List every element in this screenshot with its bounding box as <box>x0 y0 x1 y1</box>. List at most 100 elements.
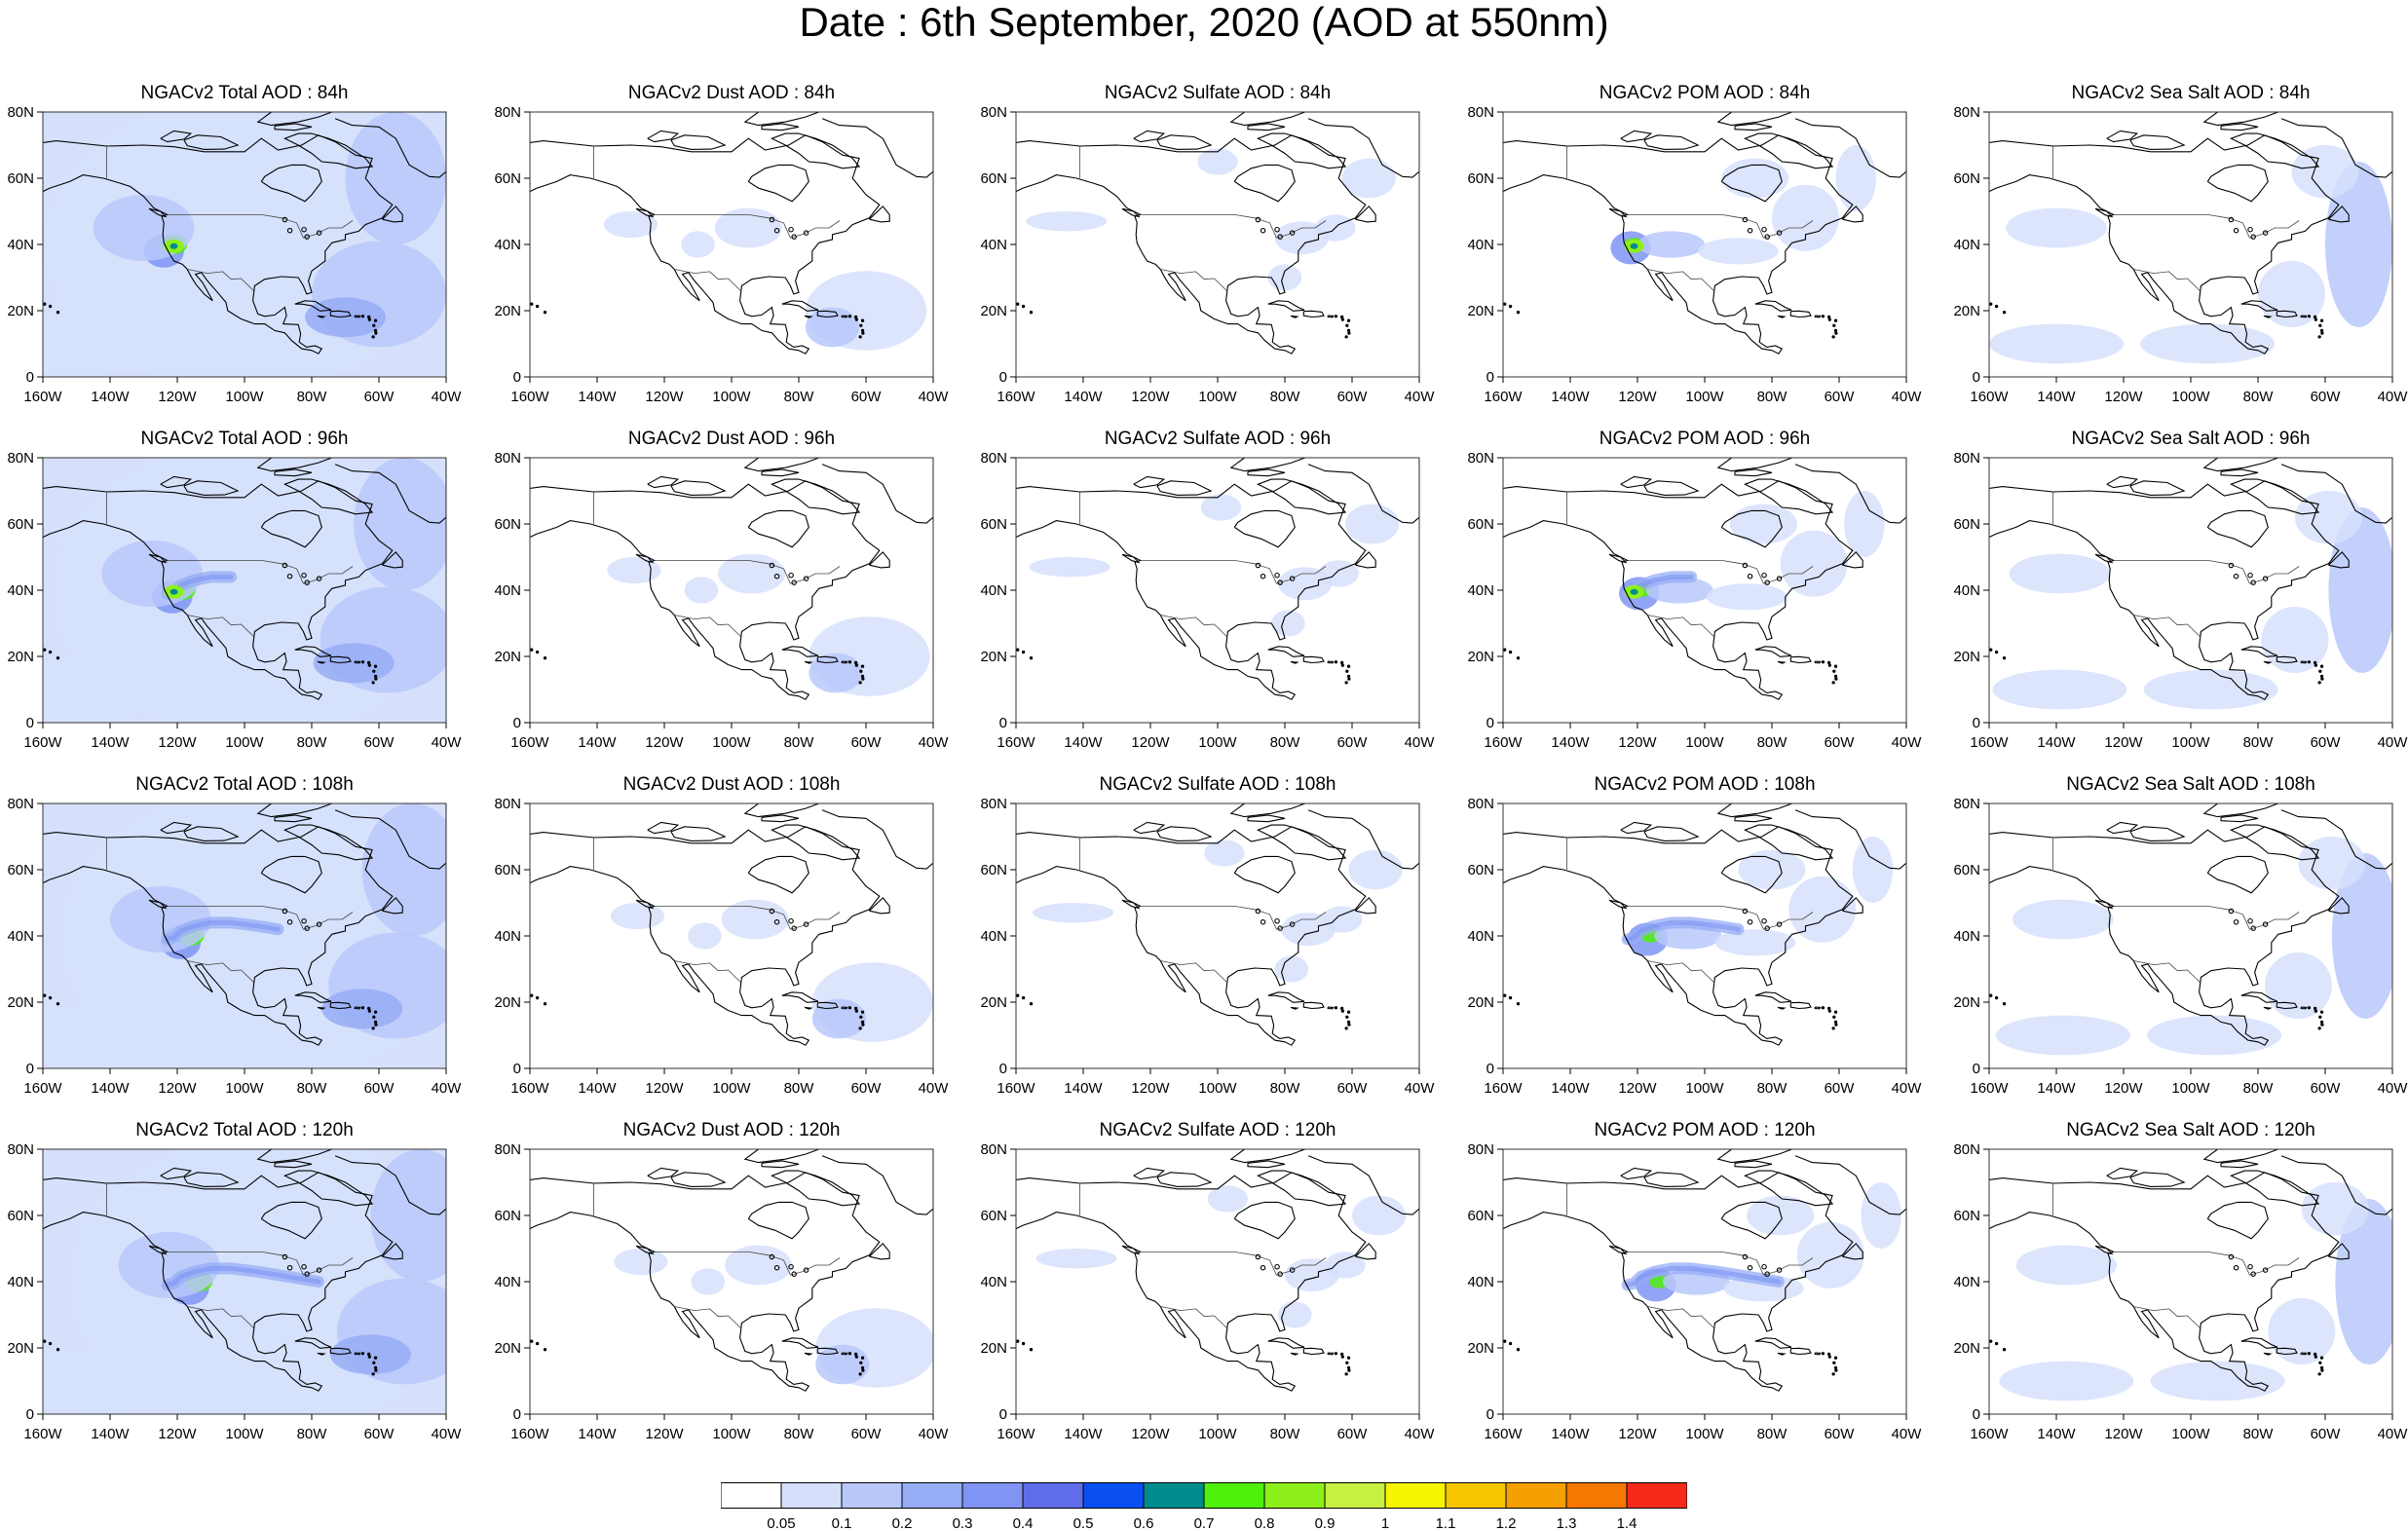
island <box>2319 328 2324 333</box>
coastline <box>1016 134 1367 355</box>
lake <box>803 576 809 581</box>
lon-tick-label: 100W <box>1198 1426 1237 1442</box>
coastline <box>2106 475 2139 489</box>
aod-region <box>815 1344 870 1385</box>
us-canada-border <box>654 559 841 584</box>
lon-tick-label: 100W <box>712 1080 751 1097</box>
island <box>372 323 376 327</box>
island <box>1833 664 1838 668</box>
coastline <box>1842 551 1863 569</box>
map-plot: 80N 60N 40N 20N 0 160W 140W 120W 100W 80W 60W 40W <box>7 1141 462 1442</box>
lon-tick-label: 100W <box>712 734 751 751</box>
lon-tick-label: 160W <box>1970 1426 2009 1442</box>
island <box>1346 1020 1351 1025</box>
coastline <box>530 1172 881 1392</box>
coastline <box>530 134 881 355</box>
coastline <box>1156 1172 1213 1187</box>
island <box>367 663 371 667</box>
aod-region <box>1706 583 1787 611</box>
island <box>543 656 547 660</box>
coastline <box>1620 1167 1653 1180</box>
island <box>2307 660 2312 664</box>
lon-tick-label: 100W <box>1685 734 1724 751</box>
lon-tick-label: 60W <box>1825 389 1856 405</box>
island <box>1347 1023 1351 1027</box>
coastline <box>148 207 168 218</box>
coastline <box>294 646 332 657</box>
coastline <box>183 134 240 150</box>
island <box>1834 1368 1838 1372</box>
island <box>861 1023 865 1027</box>
island <box>1334 1006 1338 1010</box>
coastline <box>317 1352 326 1356</box>
lon-tick-label: 80W <box>297 1426 328 1442</box>
lat-tick-label: 40N <box>494 1274 521 1290</box>
panel-title: NGACv2 Sea Salt AOD : 108h <box>2066 774 2315 795</box>
coastline <box>148 899 168 910</box>
coastline <box>743 1149 819 1164</box>
lon-tick-label: 160W <box>1970 734 2009 751</box>
lake <box>316 576 322 581</box>
coastline <box>2240 991 2278 1003</box>
lake <box>2262 1267 2269 1273</box>
lake <box>316 230 322 236</box>
coastline <box>869 1243 890 1260</box>
coastline <box>2328 551 2350 569</box>
coastline <box>1620 130 1653 143</box>
lake <box>1761 572 1767 579</box>
aod-field <box>1995 837 2392 1056</box>
aod-region <box>811 998 866 1039</box>
panel-title: NGACv2 Sulfate AOD : 96h <box>1104 429 1332 449</box>
coastline <box>1267 991 1305 1003</box>
island <box>2313 315 2317 319</box>
island <box>1508 995 1513 1000</box>
coastline <box>1229 803 1305 818</box>
lake <box>301 917 307 924</box>
lon-tick-label: 120W <box>158 734 197 751</box>
island <box>1334 315 1338 318</box>
island <box>858 681 862 685</box>
us-mexico-border <box>187 269 254 292</box>
island <box>1346 674 1351 679</box>
us-canada-border <box>654 213 841 239</box>
island <box>2318 323 2322 327</box>
lon-tick-label: 100W <box>712 1426 751 1442</box>
panel-title: NGACv2 POM AOD : 96h <box>1599 429 1811 449</box>
lake <box>1260 573 1266 579</box>
island <box>1994 304 1999 309</box>
panel-title: NGACv2 Dust AOD : 108h <box>622 774 841 795</box>
lake <box>788 917 794 924</box>
lake <box>788 1263 794 1270</box>
colorbar-label: 0.8 <box>1255 1515 1275 1531</box>
map-plot: 80N 60N 40N 20N 0 160W 140W 120W 100W 80W 60W 40W <box>1953 796 2408 1097</box>
island <box>43 1339 47 1343</box>
coastline <box>2300 660 2308 664</box>
lake <box>1747 227 1753 234</box>
coastline <box>1302 655 1325 664</box>
lake <box>1764 1271 1770 1277</box>
coastline <box>2240 646 2278 657</box>
island <box>1821 660 1825 664</box>
coastlines <box>1016 1149 1419 1392</box>
lake <box>1277 579 1283 585</box>
island <box>1832 669 1836 673</box>
aod-region <box>43 1348 203 1414</box>
coastline <box>1720 164 1783 203</box>
island <box>1516 656 1521 660</box>
coastline <box>1754 1337 1792 1349</box>
us-mexico-border <box>1647 960 1714 984</box>
coastline <box>1355 897 1376 915</box>
lat-tick-label: 20N <box>7 1340 34 1357</box>
island <box>1021 1341 1026 1346</box>
island <box>373 1010 378 1014</box>
island <box>1021 995 1026 1000</box>
lake <box>788 226 794 233</box>
lon-tick-label: 140W <box>2037 1080 2076 1097</box>
coastline <box>761 814 800 823</box>
lat-tick-label: 20N <box>1467 649 1494 665</box>
island <box>1821 1006 1825 1010</box>
colorbar-label: 1.2 <box>1496 1515 1517 1531</box>
coastline <box>1777 315 1787 318</box>
island <box>56 1002 60 1006</box>
lat-tick-label: 20N <box>494 649 521 665</box>
